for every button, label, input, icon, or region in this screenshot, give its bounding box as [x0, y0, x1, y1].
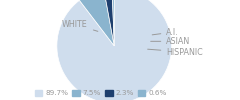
Text: A.I.: A.I. [152, 28, 179, 37]
Text: HISPANIC: HISPANIC [148, 48, 203, 56]
Legend: 89.7%, 7.5%, 2.3%, 0.6%: 89.7%, 7.5%, 2.3%, 0.6% [32, 87, 169, 99]
Wedge shape [104, 0, 114, 46]
Wedge shape [112, 0, 114, 46]
Wedge shape [79, 0, 114, 46]
Text: ASIAN: ASIAN [151, 37, 191, 46]
Wedge shape [57, 0, 172, 100]
Text: WHITE: WHITE [62, 20, 98, 31]
